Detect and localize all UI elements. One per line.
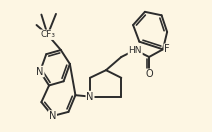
Text: N: N xyxy=(49,111,56,121)
Text: O: O xyxy=(145,69,153,79)
Text: CF₃: CF₃ xyxy=(40,30,55,39)
Text: N: N xyxy=(36,67,44,77)
Text: F: F xyxy=(164,44,170,54)
Text: N: N xyxy=(86,92,94,102)
Text: HN: HN xyxy=(128,46,142,55)
